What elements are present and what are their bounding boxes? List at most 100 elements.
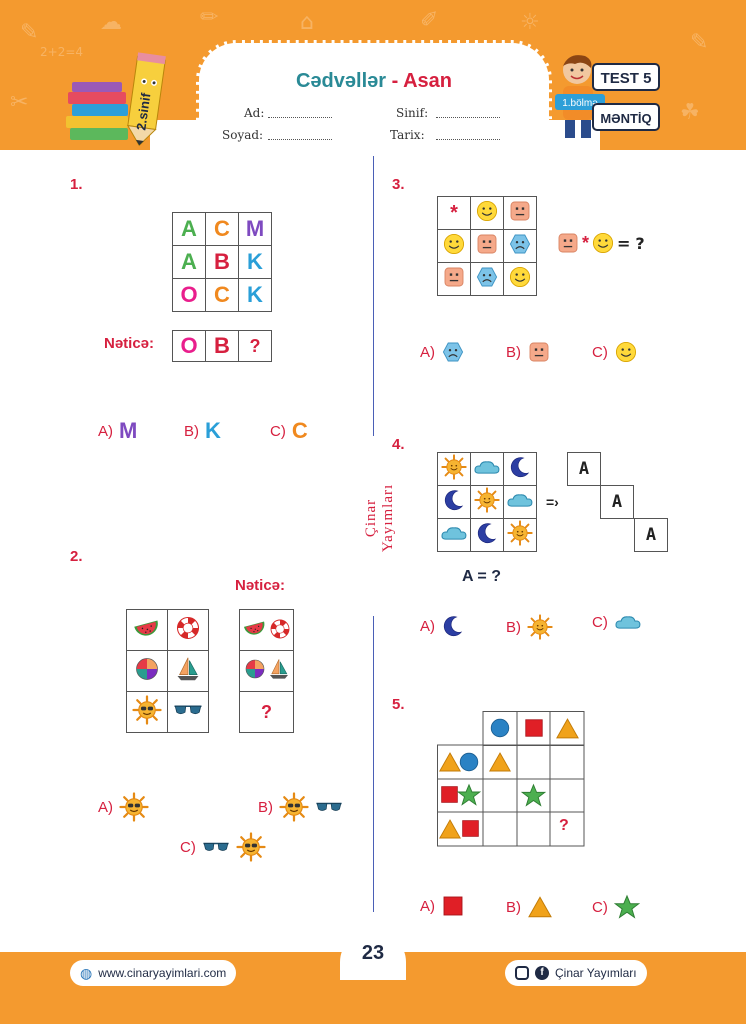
cloud-icon <box>506 492 534 509</box>
q1-option-c[interactable]: C) C <box>270 418 308 443</box>
social-link[interactable]: f Çinar Yayımları <box>505 960 647 986</box>
website-text: www.cinaryayimlari.com <box>98 966 227 980</box>
sailboat-icon <box>174 655 202 683</box>
q4-arrow: =› <box>546 494 559 510</box>
q2-number: 2. <box>70 548 83 565</box>
sad-face-icon <box>475 265 499 289</box>
q2-option-c[interactable]: C) <box>180 832 266 862</box>
test-badge: TEST 5 1.bölmə MƏNTİQ <box>555 48 665 143</box>
soyad-field[interactable] <box>268 130 332 140</box>
cloud-icon <box>614 614 642 631</box>
square-icon <box>441 894 465 918</box>
smile-icon <box>442 232 466 256</box>
sunglasses-icon <box>315 799 343 815</box>
q5-number: 5. <box>392 696 405 713</box>
sinif-field[interactable] <box>436 108 500 118</box>
q5-option-c[interactable]: C) <box>592 894 640 920</box>
q4-letter-box: A <box>634 518 668 552</box>
q2-grid <box>126 609 209 733</box>
neutral-face-icon <box>556 231 580 255</box>
moon-icon <box>508 455 532 479</box>
q5-question-mark: ? <box>559 817 569 834</box>
sun-icon <box>279 792 309 822</box>
q1-grid: A C M A B K O C K <box>172 212 272 312</box>
sun-icon <box>527 614 553 640</box>
tarix-field[interactable] <box>436 130 500 140</box>
q4-option-a[interactable]: A) <box>420 614 465 638</box>
tarix-label: Tarix: <box>390 128 425 142</box>
q1-number: 1. <box>70 176 83 193</box>
sunglasses-icon <box>202 839 230 855</box>
facebook-icon: f <box>535 966 549 980</box>
section-label: 1.bölmə <box>562 98 598 109</box>
q4-option-c[interactable]: C) <box>592 614 642 631</box>
sun-icon <box>507 520 533 546</box>
sun-icon <box>441 454 467 480</box>
q4-question: A = ? <box>462 568 501 585</box>
moon-icon <box>442 488 466 512</box>
smile-icon <box>475 199 499 223</box>
test-label: TEST 5 <box>601 70 652 87</box>
page-number: 23 <box>361 942 385 964</box>
q3-option-b[interactable]: B) <box>506 340 551 364</box>
lifebuoy-icon <box>268 617 292 641</box>
sun-icon <box>236 832 266 862</box>
q2-result-grid: ? <box>239 609 294 733</box>
watermelon-icon <box>132 613 162 643</box>
sad-face-icon <box>441 340 465 364</box>
q4-option-b[interactable]: B) <box>506 614 553 640</box>
q3-option-a[interactable]: A) <box>420 340 465 364</box>
sun-icon <box>474 487 500 513</box>
q1-cell: A <box>172 212 206 246</box>
q2-question-mark: ? <box>261 701 272 722</box>
moon-icon <box>441 614 465 638</box>
beach-ball-icon <box>133 655 161 683</box>
books-pencil-badge: 2.sinif <box>62 52 182 148</box>
grade-badge-text: 2.sinif <box>133 91 153 131</box>
smile-icon <box>614 340 638 364</box>
soyad-label: Soyad: <box>222 128 264 142</box>
q2-result-label: Nəticə: <box>235 577 286 594</box>
subject-label: MƏNTİQ <box>600 111 651 126</box>
smile-icon <box>508 265 532 289</box>
ad-label: Ad: <box>244 106 265 120</box>
website-link[interactable]: ◍ www.cinaryayimlari.com <box>70 960 237 986</box>
q1-cell: B <box>205 245 239 279</box>
q4-number: 4. <box>392 436 405 453</box>
sun-icon <box>132 695 162 725</box>
q2-option-b[interactable]: B) <box>258 792 343 822</box>
q1-cell: O <box>172 278 206 312</box>
sunglasses-icon <box>173 702 203 718</box>
q3-grid: * <box>437 196 537 296</box>
sinif-label: Sinif: <box>396 106 429 120</box>
triangle-icon <box>527 894 553 920</box>
cloud-icon <box>440 525 468 542</box>
watermelon-icon <box>242 615 268 641</box>
title-sep: - <box>391 70 399 92</box>
q3-option-c[interactable]: C) <box>592 340 638 364</box>
star-icon <box>614 894 640 920</box>
q4-letter-box: A <box>567 452 601 486</box>
divider-text: Çinar Yayımları <box>363 483 396 553</box>
sad-face-icon <box>508 232 532 256</box>
doodle-text: 2+2=4 <box>40 45 84 59</box>
sailboat-icon <box>267 657 291 681</box>
q1-result-grid: O B ? <box>172 330 272 362</box>
neutral-face-icon <box>442 265 466 289</box>
q3-equation: * = ? <box>556 231 645 255</box>
social-text: Çinar Yayımları <box>555 966 637 980</box>
lifebuoy-icon <box>174 614 202 642</box>
ad-field[interactable] <box>268 108 332 118</box>
q5-option-b[interactable]: B) <box>506 894 553 920</box>
q5-option-a[interactable]: A) <box>420 894 465 918</box>
instagram-icon <box>515 966 529 980</box>
beach-ball-icon <box>243 657 267 681</box>
neutral-face-icon <box>508 199 532 223</box>
cloud-icon <box>473 459 501 476</box>
q2-option-a[interactable]: A) <box>98 792 149 822</box>
smile-icon <box>591 231 615 255</box>
globe-icon: ◍ <box>80 964 93 981</box>
q4-grid <box>437 452 537 552</box>
q1-option-b[interactable]: B) K <box>184 418 221 443</box>
q1-option-a[interactable]: A) M <box>98 418 138 443</box>
